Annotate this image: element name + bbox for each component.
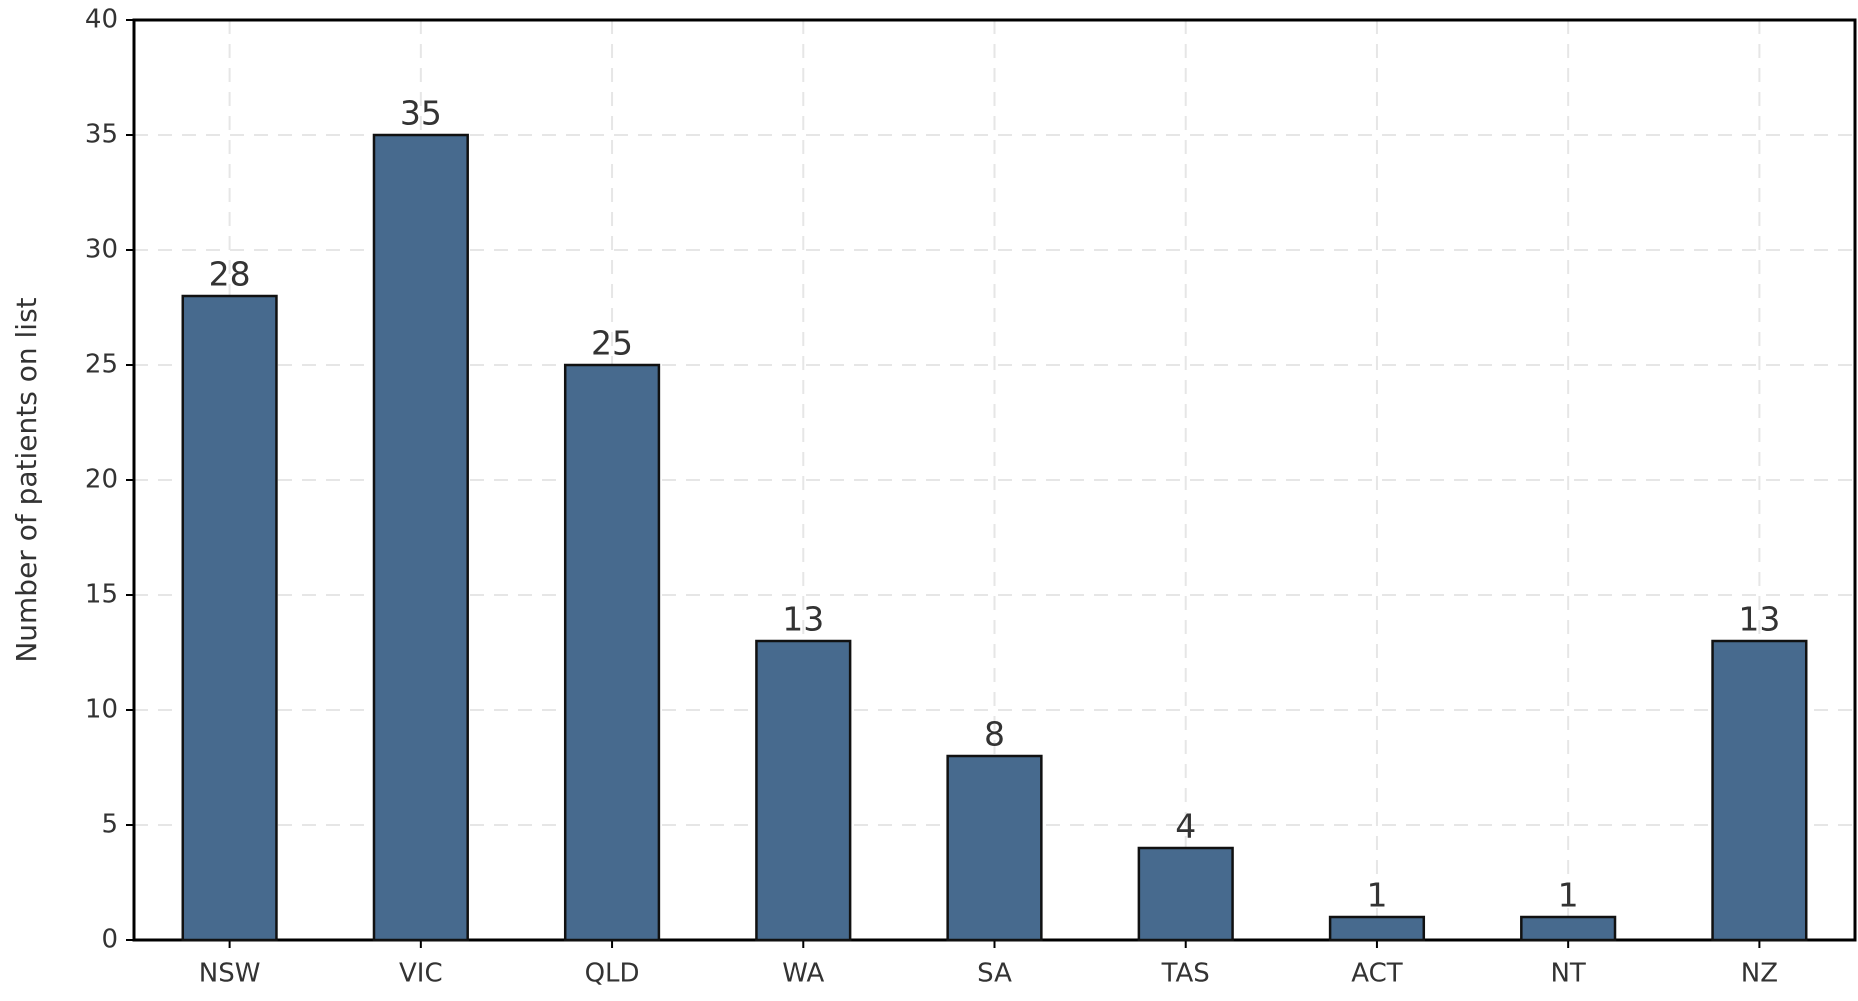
- y-tick-label: 35: [85, 120, 118, 150]
- y-tick-label: 10: [85, 695, 118, 725]
- bar: [1137, 846, 1234, 942]
- value-label: 1: [1366, 876, 1387, 915]
- bar: [1328, 915, 1426, 942]
- y-tick-label: 25: [85, 350, 118, 380]
- bar: [755, 639, 852, 942]
- x-tick-label: NT: [1550, 959, 1585, 989]
- bar: [372, 133, 469, 942]
- bar: [1711, 639, 1808, 942]
- x-tick-label: VIC: [399, 959, 443, 989]
- y-axis-title: Number of patients on list: [10, 297, 43, 662]
- value-label: 4: [1175, 807, 1196, 846]
- bar: [181, 294, 278, 942]
- x-tick-label: QLD: [585, 959, 640, 989]
- x-tick-label: ACT: [1351, 959, 1402, 989]
- x-tick-label: TAS: [1161, 959, 1210, 989]
- x-tick-label: WA: [782, 959, 824, 989]
- value-label: 35: [400, 94, 442, 133]
- y-tick-label: 40: [85, 5, 118, 35]
- value-label: 25: [591, 324, 633, 363]
- y-tick-label: 15: [85, 580, 118, 610]
- value-label: 13: [782, 600, 824, 639]
- bar: [946, 754, 1043, 942]
- y-tick-label: 30: [85, 235, 118, 265]
- value-label: 28: [209, 255, 251, 294]
- bar: [1520, 915, 1617, 942]
- value-label: 13: [1738, 600, 1780, 639]
- bar: [563, 363, 661, 942]
- value-label: 1: [1558, 876, 1579, 915]
- y-tick-label: 0: [101, 925, 118, 955]
- value-label: 8: [984, 715, 1005, 754]
- x-tick-label: NSW: [199, 959, 261, 989]
- y-tick-label: 5: [101, 810, 118, 840]
- x-tick-label: SA: [977, 959, 1012, 989]
- x-tick-label: NZ: [1741, 959, 1778, 989]
- y-tick-label: 20: [85, 465, 118, 495]
